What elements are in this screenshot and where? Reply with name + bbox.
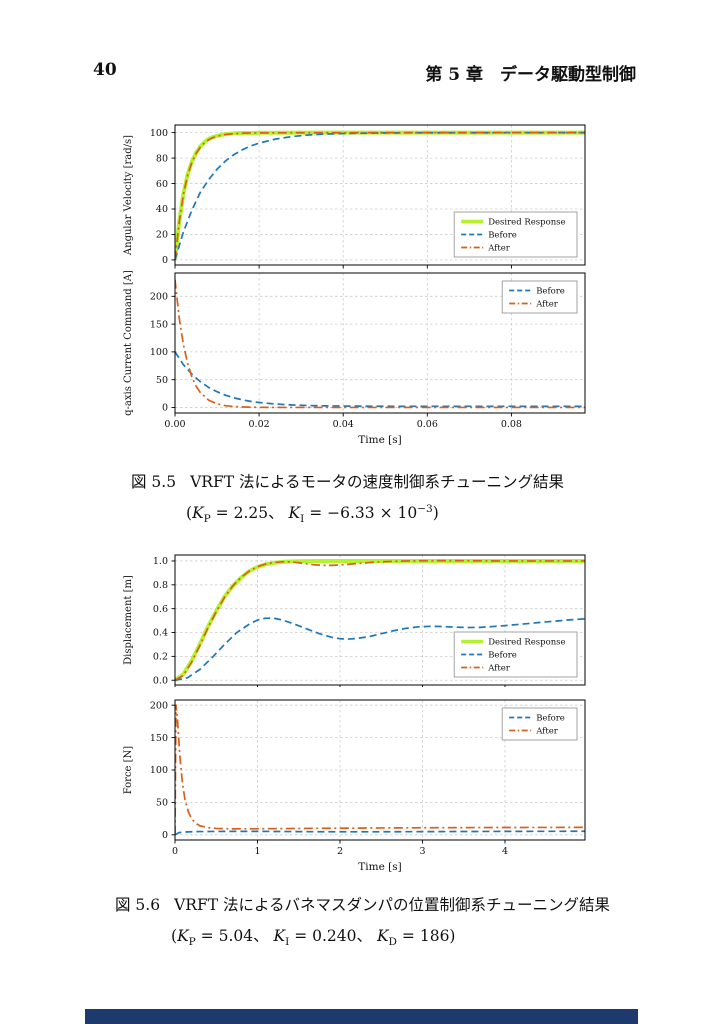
svg-text:1: 1 — [254, 846, 260, 857]
svg-text:150: 150 — [150, 733, 168, 744]
svg-text:After: After — [535, 727, 559, 737]
svg-text:Time [s]: Time [s] — [358, 861, 401, 873]
angular-velocity-chart: 0 20 40 60 80 100 Angular Velocity [rad/s] Desi… — [123, 124, 586, 269]
svg-text:q-axis Current Command [A]: q-axis Current Command [A] — [123, 270, 134, 416]
svg-text:100: 100 — [150, 765, 168, 776]
force-chart: 0 50 100 150 200 0 1 2 3 4 Force [N] Time [s] Before… — [123, 699, 586, 873]
svg-text:60: 60 — [156, 179, 168, 190]
svg-text:Desired Response: Desired Response — [488, 638, 565, 648]
figure-5-5-caption: 図 5.5 VRFT 法によるモータの速度制御系チューニング結果 — [131, 470, 564, 492]
svg-text:After: After — [535, 300, 559, 310]
figure-5-6-title: VRFT 法によるバネマスダンパの位置制御系チューニング結果 — [174, 896, 610, 914]
svg-text:2: 2 — [337, 846, 343, 857]
svg-text:50: 50 — [156, 375, 168, 386]
svg-text:80: 80 — [156, 153, 168, 164]
svg-text:Before: Before — [536, 714, 565, 724]
svg-text:0.08: 0.08 — [501, 419, 522, 430]
svg-text:Time [s]: Time [s] — [358, 434, 401, 446]
figure-5-5-label: 図 5.5 — [131, 473, 177, 491]
svg-text:Force [N]: Force [N] — [123, 746, 134, 795]
svg-text:150: 150 — [150, 319, 168, 330]
svg-text:0.4: 0.4 — [153, 628, 168, 639]
svg-text:20: 20 — [156, 230, 168, 241]
svg-text:100: 100 — [150, 347, 168, 358]
svg-text:0: 0 — [162, 255, 168, 266]
svg-text:100: 100 — [150, 128, 168, 139]
svg-text:After: After — [487, 664, 511, 674]
svg-text:Before: Before — [536, 287, 565, 297]
svg-text:Displacement [m]: Displacement [m] — [123, 575, 134, 665]
svg-text:Angular Velocity [rad/s]: Angular Velocity [rad/s] — [123, 135, 134, 256]
svg-text:0.04: 0.04 — [333, 419, 354, 430]
footer-decoration-bar — [85, 1009, 638, 1024]
figure-5-6: 0.0 0.2 0.4 0.6 0.8 1.0 Displacement [m] Desire… — [95, 552, 605, 887]
svg-text:0: 0 — [172, 846, 178, 857]
svg-text:After: After — [487, 244, 511, 254]
figure-5-6-label: 図 5.6 — [115, 896, 161, 914]
svg-text:0.06: 0.06 — [417, 419, 438, 430]
svg-text:200: 200 — [150, 700, 168, 711]
svg-text:0: 0 — [162, 830, 168, 841]
displacement-chart: 0.0 0.2 0.4 0.6 0.8 1.0 Displacement [m] Desire… — [123, 554, 586, 687]
svg-text:200: 200 — [150, 292, 168, 303]
svg-text:0.8: 0.8 — [153, 580, 168, 591]
svg-text:0.0: 0.0 — [153, 675, 168, 686]
svg-text:40: 40 — [156, 204, 168, 215]
svg-text:3: 3 — [419, 846, 425, 857]
figure-5-6-params: (KP = 5.04、 KI = 0.240、 KD = 186) — [171, 927, 456, 949]
svg-text:1.0: 1.0 — [153, 556, 168, 567]
figure-5-6-caption: 図 5.6 VRFT 法によるバネマスダンパの位置制御系チューニング結果 — [115, 893, 610, 915]
svg-text:0: 0 — [162, 403, 168, 414]
svg-text:0.2: 0.2 — [153, 652, 168, 663]
figure-5-5-params: (KP = 2.25、 KI = −6.33 × 10−3) — [186, 502, 439, 526]
svg-text:0.00: 0.00 — [164, 419, 185, 430]
svg-text:Before: Before — [488, 231, 517, 241]
figure-5-5-title: VRFT 法によるモータの速度制御系チューニング結果 — [190, 473, 564, 491]
running-head: 第 5 章 データ駆動型制御 — [425, 65, 636, 85]
figure-5-5: 0 20 40 60 80 100 Angular Velocity [rad/s] Desi… — [95, 122, 605, 459]
current-command-chart: 0 50 100 150 200 0.00 0.02 0.04 0.06 0.08 q-axis C… — [123, 270, 586, 446]
svg-text:0.02: 0.02 — [249, 419, 270, 430]
page-number: 40 — [93, 60, 117, 80]
svg-text:0.6: 0.6 — [153, 604, 168, 615]
svg-text:Before: Before — [488, 651, 517, 661]
svg-text:Desired Response: Desired Response — [488, 218, 565, 228]
svg-text:4: 4 — [502, 846, 508, 857]
svg-text:50: 50 — [156, 798, 168, 809]
